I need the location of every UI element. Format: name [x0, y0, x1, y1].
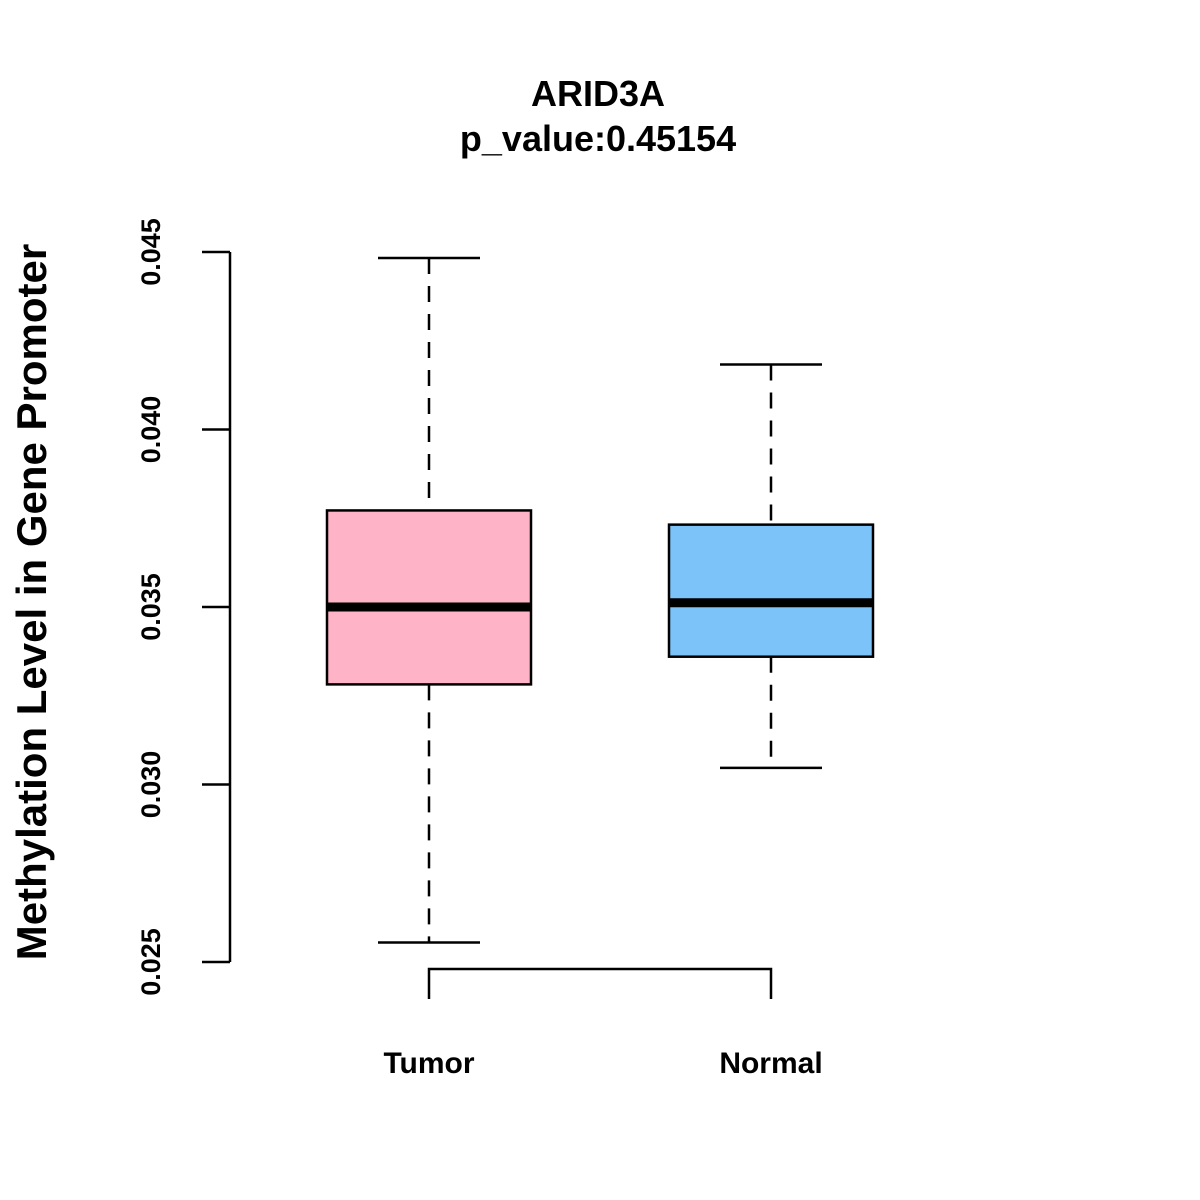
- x-axis-category-labels: Tumor Normal: [383, 1047, 822, 1080]
- y-axis-label: Methylation Level in Gene Promoter: [8, 244, 55, 960]
- box-iqr: [667, 523, 875, 658]
- x-category-label: Tumor: [383, 1047, 474, 1080]
- box-iqr: [325, 509, 533, 686]
- y-axis-ticks: 0.025 0.030 0.035 0.040 0.045: [136, 218, 230, 996]
- x-category-label: Normal: [719, 1047, 822, 1080]
- y-tick-label: 0.035: [136, 573, 166, 641]
- box-tumor: [325, 256, 533, 944]
- significance-bracket: [427, 967, 773, 999]
- box-normal: [667, 363, 875, 770]
- chart-subtitle: p_value:0.45154: [460, 118, 736, 159]
- y-tick-label: 0.030: [136, 751, 166, 819]
- chart-title: ARID3A: [531, 73, 665, 114]
- y-tick-label: 0.040: [136, 396, 166, 464]
- y-tick-label: 0.025: [136, 928, 166, 996]
- bracket-line: [427, 967, 773, 999]
- y-tick-label: 0.045: [136, 218, 166, 286]
- boxplot-boxes: [325, 256, 875, 944]
